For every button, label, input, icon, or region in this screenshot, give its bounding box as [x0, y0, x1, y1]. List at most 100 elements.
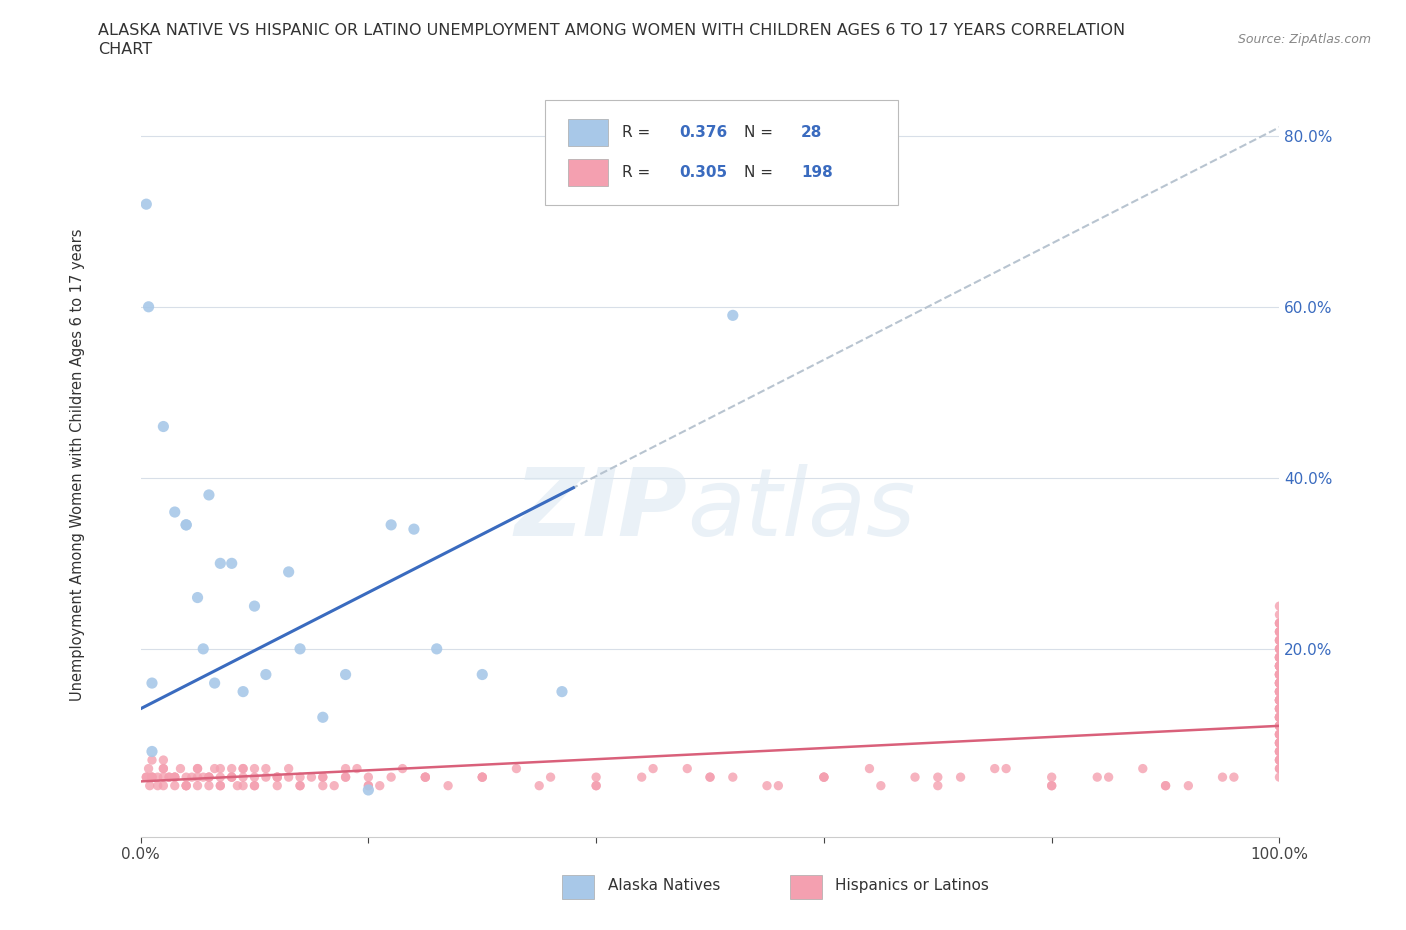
Point	[813, 770, 835, 785]
Text: 28: 28	[801, 125, 823, 140]
Point	[357, 782, 380, 797]
Point	[1268, 684, 1291, 699]
Point	[585, 778, 607, 793]
Point	[1268, 761, 1291, 776]
Point	[380, 770, 402, 785]
Point	[1268, 701, 1291, 716]
Point	[152, 761, 174, 776]
Point	[243, 599, 266, 614]
Point	[1268, 675, 1291, 690]
Point	[1268, 736, 1291, 751]
Point	[186, 778, 209, 793]
Point	[1268, 710, 1291, 724]
Point	[1268, 684, 1291, 699]
Point	[699, 770, 721, 785]
Point	[1268, 693, 1291, 708]
Point	[1268, 650, 1291, 665]
Point	[1268, 770, 1291, 785]
Point	[1223, 770, 1246, 785]
Point	[1268, 642, 1291, 657]
Point	[1268, 718, 1291, 733]
Point	[721, 770, 744, 785]
Point	[1268, 744, 1291, 759]
Point	[312, 778, 335, 793]
Point	[357, 778, 380, 793]
Point	[135, 770, 157, 785]
Point	[312, 770, 335, 785]
Point	[1268, 667, 1291, 682]
Point	[1268, 744, 1291, 759]
Point	[1268, 693, 1291, 708]
Text: atlas: atlas	[688, 464, 915, 555]
Point	[1268, 616, 1291, 631]
Point	[551, 684, 574, 699]
Text: 0.305: 0.305	[679, 166, 727, 180]
Point	[288, 778, 311, 793]
Point	[1268, 675, 1291, 690]
Point	[471, 770, 494, 785]
Point	[232, 770, 254, 785]
Point	[505, 761, 527, 776]
Point	[198, 770, 221, 785]
Point	[152, 752, 174, 767]
Point	[221, 770, 243, 785]
Point	[756, 778, 779, 793]
FancyBboxPatch shape	[568, 159, 607, 186]
Point	[1212, 770, 1234, 785]
Point	[927, 770, 949, 785]
Point	[1268, 633, 1291, 648]
Point	[288, 778, 311, 793]
Text: N =: N =	[744, 125, 778, 140]
Point	[146, 770, 169, 785]
Point	[402, 522, 425, 537]
Point	[630, 770, 652, 785]
Point	[1085, 770, 1108, 785]
Point	[437, 778, 460, 793]
Point	[1154, 778, 1177, 793]
Text: ALASKA NATIVE VS HISPANIC OR LATINO UNEMPLOYMENT AMONG WOMEN WITH CHILDREN AGES : ALASKA NATIVE VS HISPANIC OR LATINO UNEM…	[98, 23, 1126, 38]
Point	[232, 778, 254, 793]
Point	[266, 770, 288, 785]
Point	[927, 778, 949, 793]
Point	[174, 517, 197, 532]
Point	[529, 778, 551, 793]
Point	[1268, 642, 1291, 657]
Point	[1268, 616, 1291, 631]
Point	[676, 761, 699, 776]
FancyBboxPatch shape	[568, 119, 607, 146]
Point	[1268, 701, 1291, 716]
Point	[141, 675, 163, 690]
Point	[193, 770, 215, 785]
Point	[949, 770, 972, 785]
Point	[141, 770, 163, 785]
Point	[209, 770, 232, 785]
Point	[174, 778, 197, 793]
Point	[243, 761, 266, 776]
Point	[1268, 701, 1291, 716]
Point	[585, 778, 607, 793]
Point	[1040, 770, 1063, 785]
Point	[1268, 710, 1291, 724]
Point	[415, 770, 437, 785]
Point	[1268, 752, 1291, 767]
Point	[198, 770, 221, 785]
Point	[180, 770, 202, 785]
Point	[198, 770, 221, 785]
Point	[1268, 675, 1291, 690]
Point	[146, 778, 169, 793]
Point	[540, 770, 562, 785]
Point	[1268, 710, 1291, 724]
Point	[1177, 778, 1199, 793]
Point	[186, 591, 209, 605]
Point	[277, 770, 299, 785]
Point	[1268, 684, 1291, 699]
Point	[174, 778, 197, 793]
Point	[1040, 778, 1063, 793]
Point	[1268, 752, 1291, 767]
Point	[643, 761, 665, 776]
Point	[368, 778, 391, 793]
Point	[323, 778, 346, 793]
Point	[288, 770, 311, 785]
Point	[1268, 744, 1291, 759]
Point	[152, 778, 174, 793]
